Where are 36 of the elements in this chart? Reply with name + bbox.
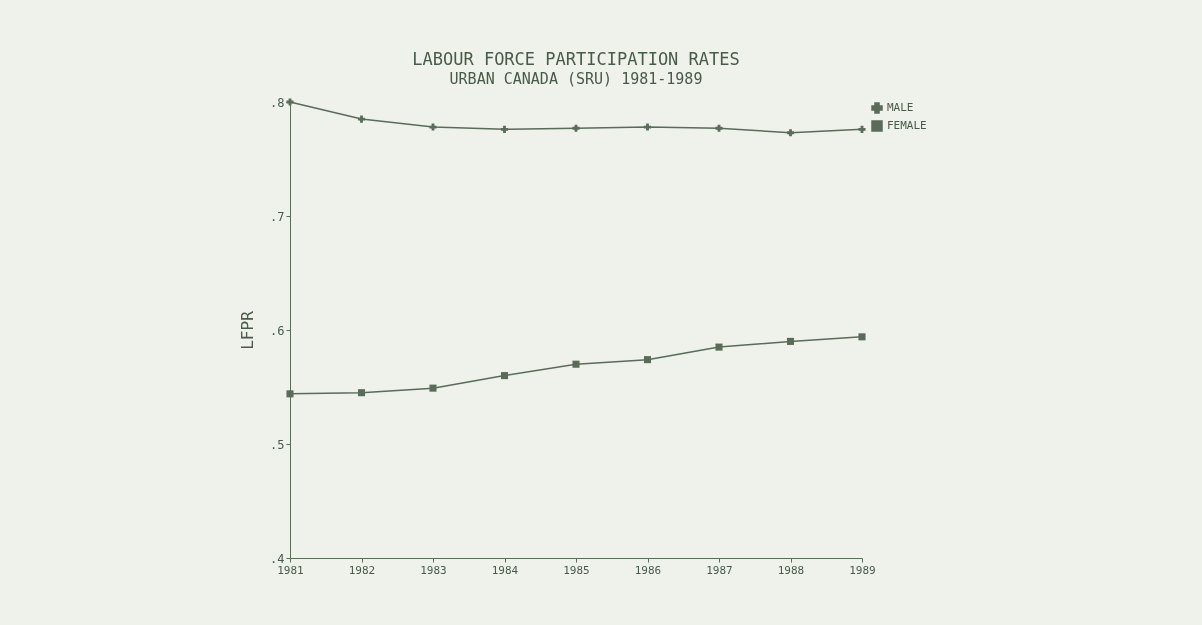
chart-subtitle: URBAN CANADA (SRU) 1981-1989 (449, 70, 703, 88)
point (429, 384, 437, 392)
x-tick-label: 1988 (777, 563, 805, 577)
chart-title: LABOUR FORCE PARTICIPATION RATES (412, 49, 740, 69)
point (286, 390, 294, 398)
y-axis-title: LFPR (238, 310, 258, 350)
x-tick-label: 1983 (420, 563, 447, 577)
point (786, 337, 795, 345)
x-tick-label: 1981 (277, 563, 304, 577)
legend-label: MALE (887, 101, 914, 114)
x-tick-label: 1987 (706, 563, 733, 577)
y-tick-label: .8 (270, 95, 285, 110)
x-tick-label: 1982 (348, 563, 376, 577)
y-tick-label: .5 (270, 437, 285, 452)
point (500, 125, 509, 133)
y-tick-label: .6 (270, 323, 285, 338)
point (357, 389, 366, 397)
point (572, 360, 580, 368)
point (858, 333, 866, 341)
y-tick-label: .4 (270, 551, 285, 566)
point (357, 115, 366, 123)
point (643, 123, 652, 131)
point (500, 372, 509, 380)
x-tick-label: 1989 (849, 563, 876, 577)
x-tick-label: 1984 (491, 563, 519, 577)
point (286, 98, 294, 106)
point (643, 356, 652, 364)
point (715, 124, 723, 132)
y-tick-label: .7 (270, 209, 285, 224)
point (786, 129, 795, 137)
x-tick-label: 1985 (563, 563, 590, 577)
point (858, 125, 866, 133)
point (572, 124, 580, 132)
legend-label: FEMALE (887, 119, 927, 132)
x-tick-label: 1986 (634, 563, 662, 577)
point (715, 343, 723, 351)
